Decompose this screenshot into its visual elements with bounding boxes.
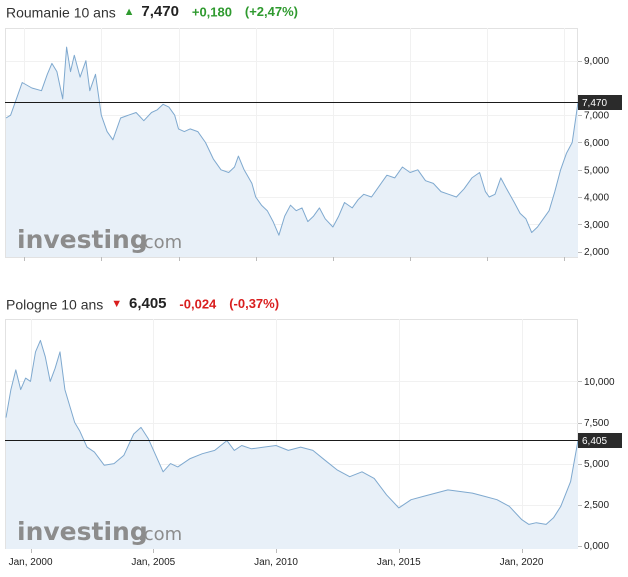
arrow-down-icon: ▼: [111, 298, 123, 311]
watermark-brand: investing: [17, 517, 148, 546]
current-price-tag-bg: [578, 95, 622, 110]
current-price-tag-label: 6,405: [582, 436, 607, 447]
price-change: -0,024: [179, 296, 217, 312]
x-tick-label: Jan, 2005: [131, 557, 175, 568]
current-price-tag: 7,470: [578, 95, 622, 110]
investing-watermark: investing .com: [17, 225, 182, 254]
price-series: [5, 339, 579, 549]
price-change: +0,180: [191, 4, 232, 20]
y-tick-label: 7,000: [584, 111, 609, 122]
price-line: [5, 46, 579, 236]
y-tick-label: 5,000: [584, 165, 609, 176]
price-line: [5, 339, 579, 525]
roumanie-chart[interactable]: investing .com 2,000 3,000 4,000 5,000 6,000…: [0, 0, 628, 262]
y-tick-label: 7,500: [584, 418, 609, 429]
x-tick-label: Jan, 2015: [377, 557, 421, 568]
watermark-domain: .com: [138, 524, 182, 545]
watermark-domain: .com: [138, 232, 182, 253]
arrow-up-icon: ▲: [123, 6, 135, 19]
current-price-tag-label: 7,470: [582, 98, 607, 109]
roumanie-header: Roumanie 10 ans ▲ 7,470 +0,180 (+2,47%): [6, 0, 298, 22]
x-tick-label: Jan, 2020: [500, 557, 544, 568]
price-series: [5, 46, 579, 257]
price-change-percent: (+2,47%): [244, 4, 298, 20]
instrument-name[interactable]: Pologne 10 ans: [6, 296, 104, 313]
investing-watermark: investing .com: [17, 517, 182, 546]
y-axis: 2,000 3,000 4,000 5,000 6,000 7,000 9,000 7,470: [578, 56, 622, 258]
area-fill: [6, 340, 578, 549]
pologne-header: Pologne 10 ans ▼ 6,405 -0,024 (-0,37%): [6, 292, 279, 314]
y-tick-label: 2,000: [584, 247, 609, 258]
y-tick-label: 9,000: [584, 56, 609, 67]
roumanie-panel: Roumanie 10 ans ▲ 7,470 +0,180 (+2,47%) …: [0, 0, 628, 262]
y-tick-label: 0,000: [584, 541, 609, 552]
y-tick-label: 10,000: [584, 377, 615, 388]
y-tick-label: 3,000: [584, 220, 609, 231]
y-axis: 0,000 2,500 5,000 7,500 10,000 6,405: [578, 377, 622, 552]
y-tick-label: 6,000: [584, 138, 609, 149]
pologne-chart[interactable]: investing .com 0,000 2,500 5,000 7,500 10,00…: [0, 290, 628, 577]
watermark-brand: investing: [17, 225, 148, 254]
current-price-tag-bg: [578, 433, 622, 448]
x-tick-label: Jan, 2000: [9, 557, 53, 568]
y-tick-label: 4,000: [584, 193, 609, 204]
x-axis: Jan, 2000 Jan, 2005 Jan, 2010 Jan, 2015 Jan,…: [9, 549, 544, 568]
last-price: 7,470: [141, 3, 179, 21]
pologne-panel: Pologne 10 ans ▼ 6,405 -0,024 (-0,37%) i…: [0, 290, 628, 577]
y-tick-label: 2,500: [584, 500, 609, 511]
area-fill: [6, 47, 578, 257]
y-tick-label: 5,000: [584, 459, 609, 470]
instrument-name[interactable]: Roumanie 10 ans: [6, 4, 116, 21]
last-price: 6,405: [128, 295, 167, 313]
current-price-tag: 6,405: [578, 433, 622, 448]
x-tick-label: Jan, 2010: [254, 557, 298, 568]
price-change-percent: (-0,37%): [229, 296, 280, 312]
